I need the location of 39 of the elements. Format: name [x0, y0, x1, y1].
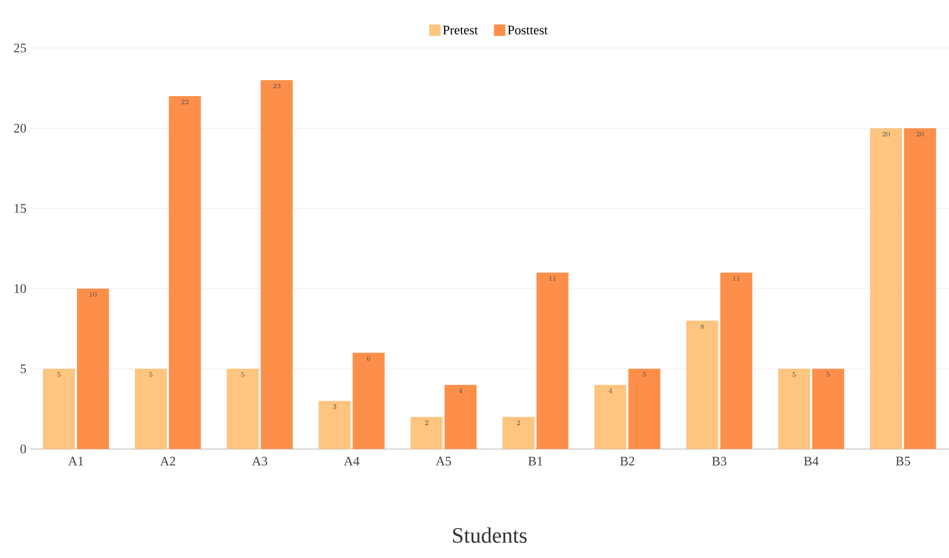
bar [42, 368, 75, 449]
y-tick-label: 15 [14, 204, 26, 213]
bar [226, 368, 259, 449]
x-tick-label: B1 [528, 456, 542, 466]
bar [778, 368, 810, 449]
bar [536, 272, 568, 449]
x-tick-label: B2 [620, 456, 634, 466]
legend-label: Pretest [442, 26, 478, 34]
x-tick-label: A5 [436, 456, 451, 466]
x-axis-title: Students [453, 527, 527, 543]
bar [352, 352, 385, 449]
legend-label: Posttest [508, 26, 548, 34]
bar [168, 96, 201, 449]
x-tick-label: A2 [160, 456, 176, 466]
y-tick-label: 10 [14, 284, 26, 293]
bar [260, 80, 293, 449]
bar [502, 416, 534, 449]
bar [628, 368, 660, 449]
y-tick-label: 5 [20, 364, 26, 374]
x-tick-label: B3 [712, 456, 726, 466]
bar [594, 384, 626, 449]
bar [410, 416, 443, 449]
bar [318, 400, 351, 449]
bar [686, 320, 718, 449]
bar [904, 128, 936, 449]
y-tick-label: 25 [14, 44, 26, 52]
bar [812, 368, 844, 449]
x-tick-label: A3 [252, 456, 268, 466]
bar [134, 368, 167, 449]
bar [444, 384, 477, 449]
x-tick-label: B4 [804, 456, 819, 466]
bar [870, 128, 902, 449]
bar [720, 272, 752, 449]
y-tick-label: 20 [14, 124, 26, 133]
x-tick-label: B5 [896, 456, 910, 466]
bar [76, 288, 109, 449]
x-tick-label: A4 [344, 456, 360, 466]
x-tick-label: A1 [68, 456, 84, 466]
y-tick-label: 0 [20, 444, 26, 454]
